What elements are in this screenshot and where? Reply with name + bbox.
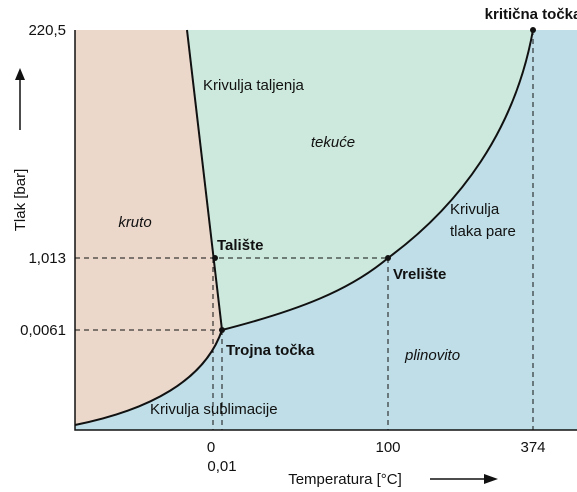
x-arrow-head bbox=[484, 474, 498, 484]
curve-label: Krivulja sublimacije bbox=[150, 401, 278, 418]
solid-region bbox=[75, 30, 222, 425]
liquid-region bbox=[187, 30, 533, 330]
region-label: tekuće bbox=[311, 134, 355, 151]
y-tick-label: 0,0061 bbox=[20, 322, 66, 339]
critical-point bbox=[530, 27, 536, 33]
curve-label: tlaka pare bbox=[450, 223, 516, 240]
curve-label: Krivulja taljenja bbox=[203, 77, 305, 94]
region-label: plinovito bbox=[404, 347, 460, 364]
x-tick-label: 0 bbox=[207, 439, 215, 456]
x-tick-label: 0,01 bbox=[207, 458, 236, 475]
point-label: Talište bbox=[217, 237, 263, 254]
x-axis-title: Temperatura [°C] bbox=[288, 471, 402, 488]
point-label: Trojna točka bbox=[226, 342, 315, 359]
sublimation-curve bbox=[74, 329, 223, 426]
point-label: kritična točka bbox=[485, 6, 577, 23]
guide-lines bbox=[75, 30, 534, 430]
y-arrow-head bbox=[15, 68, 25, 80]
y-tick-label: 220,5 bbox=[28, 22, 66, 39]
boiling-point bbox=[385, 255, 391, 261]
melting-curve bbox=[186, 29, 223, 331]
curve-label: Krivulja bbox=[450, 201, 500, 218]
y-axis-title: Tlak [bar] bbox=[12, 169, 29, 232]
axes bbox=[74, 30, 577, 431]
melting-point bbox=[212, 255, 218, 261]
x-tick-label: 100 bbox=[375, 439, 400, 456]
triple-point bbox=[219, 327, 225, 333]
x-tick-label: 374 bbox=[520, 439, 545, 456]
point-label: Vrelište bbox=[393, 266, 446, 283]
y-tick-label: 1,013 bbox=[28, 250, 66, 267]
region-label: kruto bbox=[118, 214, 151, 231]
vapor-curve bbox=[221, 29, 534, 331]
